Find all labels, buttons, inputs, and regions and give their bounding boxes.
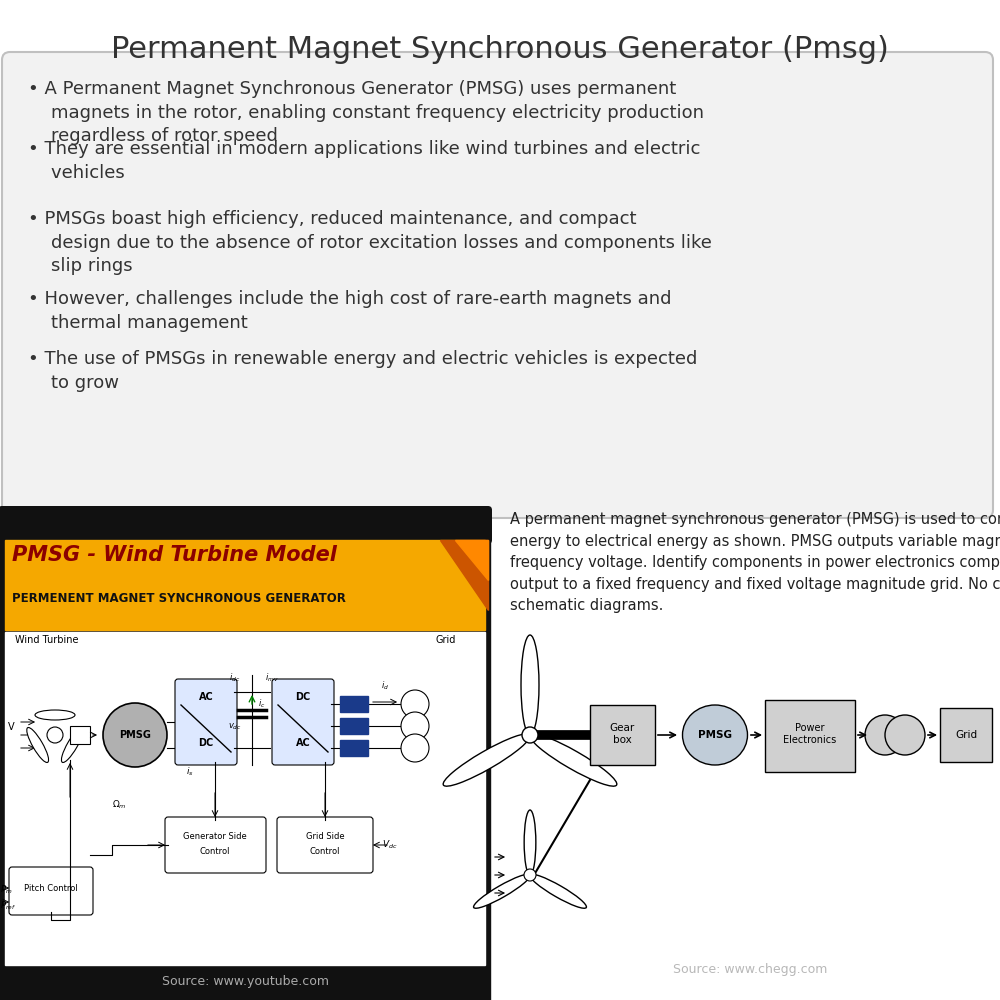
Bar [340, 696, 368, 712]
Text: V: V [8, 722, 15, 732]
Text: • PMSGs boast high efficiency, reduced maintenance, and compact
    design due t: • PMSGs boast high efficiency, reduced m… [28, 210, 712, 275]
Text: $i_d$: $i_d$ [381, 680, 389, 692]
Text: Grid: Grid [955, 730, 977, 740]
Text: Source: www.youtube.com: Source: www.youtube.com [162, 976, 328, 988]
Ellipse shape [443, 734, 530, 786]
Text: PMSG - Wind Turbine Model: PMSG - Wind Turbine Model [12, 545, 337, 565]
Ellipse shape [530, 874, 586, 908]
Text: • However, challenges include the high cost of rare-earth magnets and
    therma: • However, challenges include the high c… [28, 290, 672, 332]
Circle shape [47, 727, 63, 743]
Circle shape [401, 734, 429, 762]
FancyBboxPatch shape [175, 679, 237, 765]
Bar [940, 708, 992, 762]
Text: PMSG: PMSG [698, 730, 732, 740]
FancyBboxPatch shape [9, 867, 93, 915]
Ellipse shape [474, 874, 530, 908]
Text: $V_{dc}$: $V_{dc}$ [382, 839, 398, 851]
Text: DC: DC [295, 692, 311, 702]
Text: $P_{ref}$: $P_{ref}$ [0, 900, 16, 912]
Text: PMSG: PMSG [119, 730, 151, 740]
FancyBboxPatch shape [277, 817, 373, 873]
Text: Grid: Grid [435, 635, 455, 645]
Ellipse shape [521, 635, 539, 735]
Text: Control: Control [200, 847, 230, 856]
Polygon shape [455, 540, 488, 580]
Bar [340, 740, 368, 756]
Text: Permanent Magnet Synchronous Generator (Pmsg): Permanent Magnet Synchronous Generator (… [111, 35, 889, 64]
FancyBboxPatch shape [272, 679, 334, 765]
Bar [0, 510, 490, 1000]
Text: PERMENENT MAGNET SYNCHRONOUS GENERATOR: PERMENENT MAGNET SYNCHRONOUS GENERATOR [12, 592, 346, 605]
Text: • A Permanent Magnet Synchronous Generator (PMSG) uses permanent
    magnets in : • A Permanent Magnet Synchronous Generat… [28, 80, 704, 145]
Text: $i_c$: $i_c$ [258, 698, 265, 710]
Text: $P_m$: $P_m$ [0, 884, 12, 896]
Text: $i_s$: $i_s$ [186, 766, 194, 778]
Text: Source: www.chegg.com: Source: www.chegg.com [673, 964, 827, 976]
Ellipse shape [524, 810, 536, 875]
Circle shape [522, 727, 538, 743]
Bar [590, 705, 655, 765]
Bar [70, 726, 90, 744]
Circle shape [865, 715, 905, 755]
Text: Generator Side: Generator Side [183, 832, 247, 841]
Text: $i_{mv}$: $i_{mv}$ [265, 672, 279, 684]
FancyBboxPatch shape [0, 506, 492, 544]
Circle shape [885, 715, 925, 755]
Circle shape [401, 690, 429, 718]
Text: AC: AC [296, 738, 310, 748]
Text: Grid Side: Grid Side [306, 832, 344, 841]
Bar [340, 718, 368, 734]
Circle shape [103, 703, 167, 767]
Ellipse shape [27, 727, 49, 763]
Bar [5, 540, 485, 630]
Ellipse shape [530, 734, 617, 786]
Text: AC: AC [199, 692, 213, 702]
Ellipse shape [682, 705, 748, 765]
Text: Gear
box: Gear box [609, 723, 635, 745]
Text: $\Omega_m$: $\Omega_m$ [112, 799, 127, 811]
Polygon shape [440, 540, 488, 610]
Circle shape [401, 712, 429, 740]
Text: A permanent magnet synchronous generator (PMSG) is used to convert wind
energy t: A permanent magnet synchronous generator… [510, 512, 1000, 613]
Text: Power
Electronics: Power Electronics [783, 723, 837, 745]
Text: $v_{dc}$: $v_{dc}$ [228, 722, 242, 732]
Text: • They are essential in modern applications like wind turbines and electric
    : • They are essential in modern applicati… [28, 140, 700, 182]
Text: Pitch Control: Pitch Control [24, 884, 78, 893]
Bar [5, 632, 485, 965]
Text: DC: DC [198, 738, 214, 748]
Circle shape [524, 869, 536, 881]
Text: Wind Turbine: Wind Turbine [15, 635, 78, 645]
Text: • The use of PMSGs in renewable energy and electric vehicles is expected
    to : • The use of PMSGs in renewable energy a… [28, 350, 697, 392]
Text: $i_{dc}$: $i_{dc}$ [229, 672, 241, 684]
FancyBboxPatch shape [165, 817, 266, 873]
Text: Control: Control [310, 847, 340, 856]
Ellipse shape [35, 710, 75, 720]
Bar [765, 700, 855, 772]
FancyBboxPatch shape [2, 52, 993, 518]
Ellipse shape [61, 727, 83, 763]
